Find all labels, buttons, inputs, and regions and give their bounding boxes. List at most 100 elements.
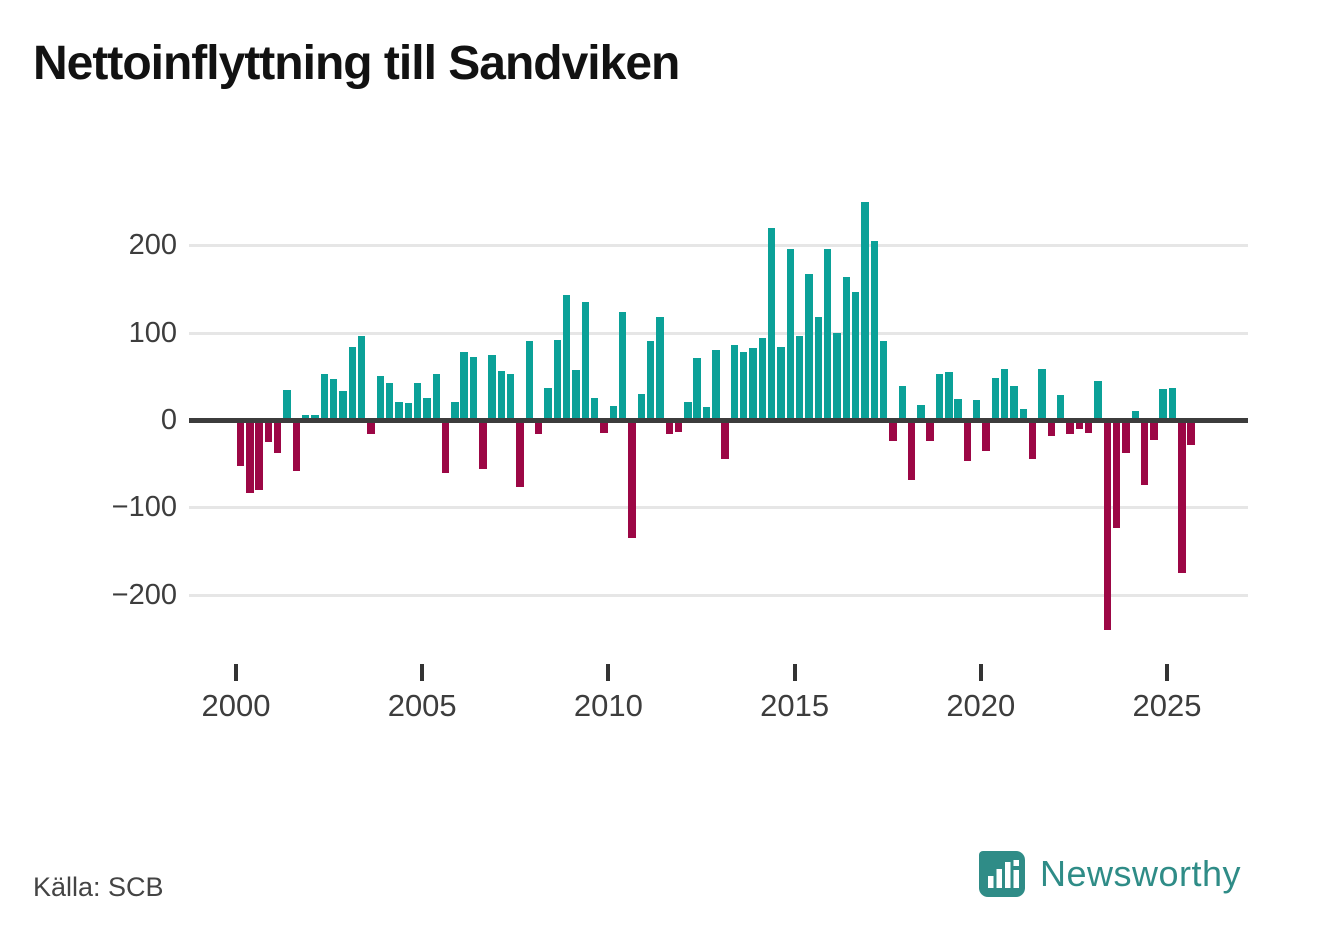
bar [740, 351, 748, 421]
y-axis-tick-label: 0 [160, 404, 177, 436]
bar [339, 390, 347, 421]
bar [1075, 420, 1083, 430]
bar [1159, 389, 1167, 421]
bar [1178, 420, 1186, 574]
bar [302, 415, 310, 421]
x-axis-tick [1165, 664, 1169, 681]
x-axis-tick [606, 664, 611, 681]
x-axis-tick-label: 2005 [387, 688, 457, 723]
bar [973, 399, 981, 421]
bar [376, 375, 384, 421]
bar [879, 341, 888, 421]
bar [777, 347, 785, 421]
bar [1122, 420, 1130, 453]
bar [954, 398, 962, 421]
bar [348, 347, 357, 421]
bar [563, 294, 571, 421]
bar [730, 345, 739, 421]
bar [1187, 420, 1195, 445]
bar [479, 420, 487, 470]
bar [907, 420, 916, 480]
bar [851, 292, 860, 421]
x-axis-tick [234, 664, 238, 681]
x-axis-tick [420, 664, 425, 681]
bar [1066, 420, 1074, 435]
bar [1150, 420, 1158, 440]
y-gridline [189, 506, 1248, 510]
bar [721, 420, 729, 459]
bar [889, 420, 897, 442]
bar [609, 405, 617, 421]
bar [963, 420, 972, 461]
y-gridline [189, 244, 1248, 248]
bar [236, 420, 245, 466]
bar [357, 335, 366, 421]
bar [870, 240, 878, 421]
bar [395, 402, 403, 421]
y-axis-tick-label: 100 [128, 316, 177, 349]
bar [823, 248, 832, 421]
y-axis-tick-label: −200 [111, 578, 177, 611]
bar [1103, 420, 1111, 631]
bar [572, 369, 580, 421]
bar [525, 341, 534, 421]
bar [842, 277, 850, 421]
bar [898, 385, 906, 421]
bar [693, 357, 701, 421]
bar [460, 352, 468, 421]
bar [1019, 409, 1028, 421]
bar [1056, 395, 1065, 421]
bar [786, 248, 795, 421]
x-axis-tick-label: 2000 [201, 688, 271, 723]
bar [1140, 420, 1149, 486]
bar [1038, 368, 1046, 421]
bar [590, 397, 599, 421]
bar [1029, 420, 1037, 459]
bar [1001, 368, 1009, 421]
bar [814, 316, 823, 421]
y-gridline [189, 331, 1248, 335]
bar [935, 374, 944, 421]
bar [768, 228, 776, 421]
bar [283, 389, 291, 421]
bar [264, 420, 273, 443]
bar [330, 378, 338, 421]
bar [451, 402, 459, 421]
bar [432, 374, 440, 421]
bar [702, 406, 711, 421]
bar [404, 403, 412, 421]
bar [1168, 388, 1177, 421]
bar [488, 355, 496, 421]
bar [805, 273, 813, 421]
bar [311, 415, 319, 421]
bar [1010, 386, 1018, 421]
bar [833, 333, 841, 421]
y-axis-tick-label: 200 [128, 229, 177, 262]
bar [982, 420, 990, 452]
bar [861, 202, 869, 421]
x-axis-tick [792, 664, 797, 681]
bar [637, 394, 645, 421]
bar [991, 377, 1000, 421]
bar [413, 382, 422, 421]
x-axis-tick-label: 2025 [1132, 688, 1202, 723]
y-gridline [189, 593, 1248, 597]
bar [441, 420, 450, 473]
bar [292, 420, 301, 472]
bar [712, 349, 720, 421]
bar [945, 371, 953, 421]
bar [535, 420, 543, 435]
bar [255, 420, 263, 491]
bar [749, 348, 757, 421]
newsworthy-logo: Newsworthy [978, 850, 1241, 898]
bar [1084, 420, 1093, 433]
newsworthy-logo-text: Newsworthy [1040, 853, 1242, 894]
bar [581, 301, 590, 421]
y-axis-tick-label: −100 [111, 491, 177, 524]
page-title: Nettoinflyttning till Sandviken [33, 37, 680, 90]
net-migration-bar-chart: 200 100 0 −100 −200 2000 2005 2010 2015 2020 2025 [111, 202, 1248, 723]
bar [1112, 420, 1121, 528]
bar [646, 341, 655, 421]
bar [1094, 381, 1102, 421]
